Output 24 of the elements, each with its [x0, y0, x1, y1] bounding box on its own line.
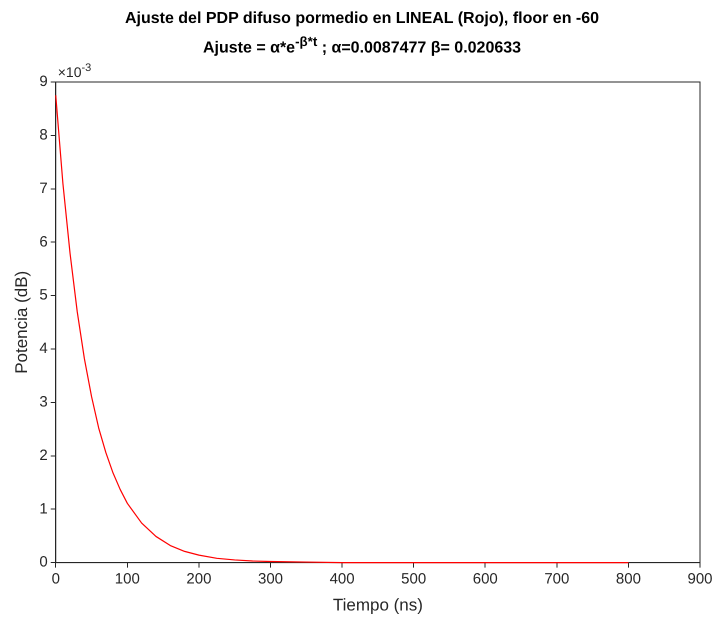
- x-tick-label: 400: [330, 571, 355, 588]
- y-tick-label: 9: [39, 73, 48, 90]
- y-tick-label: 0: [39, 554, 48, 572]
- chart-title: Ajuste del PDP difuso pormedio en LINEAL (Rojo), floor en -60: [124, 9, 600, 29]
- x-tick-label: 200: [186, 571, 212, 588]
- x-tick-label: 700: [544, 571, 570, 588]
- y-axis-title: Potencia (dB): [12, 271, 31, 374]
- y-tick-label: 3: [39, 394, 48, 411]
- x-axis-title: Tiempo (ns): [332, 596, 423, 615]
- x-tick-label: 500: [401, 571, 426, 588]
- y-tick-label: 8: [39, 126, 48, 144]
- y-tick-label: 6: [39, 234, 48, 251]
- x-tick-label: 600: [472, 571, 498, 588]
- y-tick-label: 7: [39, 180, 48, 198]
- x-tick-label: 0: [52, 571, 60, 588]
- x-tick-label: 800: [616, 571, 641, 588]
- x-tick-label: 900: [687, 571, 713, 588]
- x-tick-label: 300: [258, 571, 284, 588]
- y-tick-label: 1: [39, 500, 48, 518]
- y-tick-label: 5: [39, 287, 48, 304]
- chart-subtitle: Ajuste = α*e$^{-β*t}$ ; α=0.0087477 β= 0.020633: [202, 33, 522, 58]
- y-tick-label: 2: [39, 447, 48, 464]
- x-tick-label: 100: [114, 571, 140, 588]
- y-tick-label: 4: [39, 340, 48, 358]
